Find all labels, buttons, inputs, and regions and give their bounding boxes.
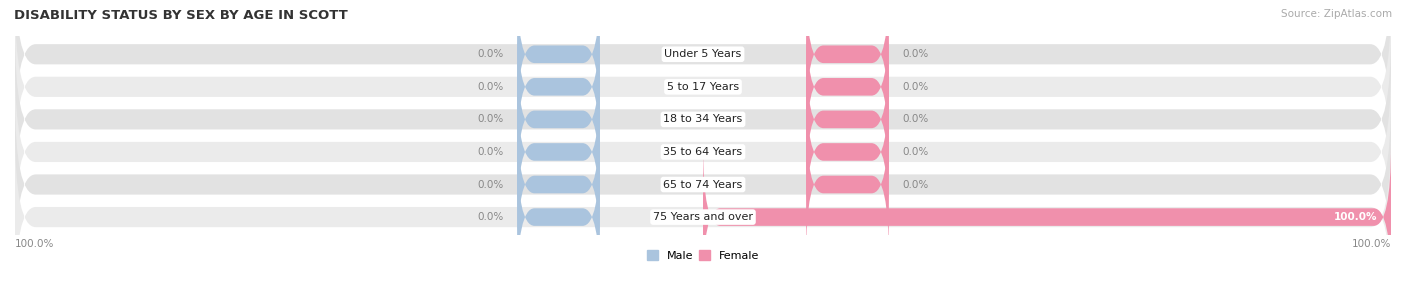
Text: DISABILITY STATUS BY SEX BY AGE IN SCOTT: DISABILITY STATUS BY SEX BY AGE IN SCOTT xyxy=(14,9,347,22)
FancyBboxPatch shape xyxy=(15,97,1391,272)
Text: 18 to 34 Years: 18 to 34 Years xyxy=(664,114,742,124)
Text: 0.0%: 0.0% xyxy=(477,49,503,59)
Text: 75 Years and over: 75 Years and over xyxy=(652,212,754,222)
Text: 0.0%: 0.0% xyxy=(903,114,929,124)
Text: 5 to 17 Years: 5 to 17 Years xyxy=(666,82,740,92)
FancyBboxPatch shape xyxy=(517,145,600,290)
FancyBboxPatch shape xyxy=(15,32,1391,207)
FancyBboxPatch shape xyxy=(806,14,889,160)
Text: 100.0%: 100.0% xyxy=(1351,239,1391,249)
Text: 0.0%: 0.0% xyxy=(903,49,929,59)
Text: Source: ZipAtlas.com: Source: ZipAtlas.com xyxy=(1281,9,1392,19)
FancyBboxPatch shape xyxy=(517,112,600,257)
Text: 0.0%: 0.0% xyxy=(477,147,503,157)
FancyBboxPatch shape xyxy=(703,145,1391,290)
Text: 0.0%: 0.0% xyxy=(903,82,929,92)
FancyBboxPatch shape xyxy=(15,130,1391,305)
Text: 65 to 74 Years: 65 to 74 Years xyxy=(664,180,742,189)
Legend: Male, Female: Male, Female xyxy=(643,246,763,265)
FancyBboxPatch shape xyxy=(806,47,889,192)
Text: 100.0%: 100.0% xyxy=(15,239,55,249)
FancyBboxPatch shape xyxy=(15,0,1391,142)
Text: Under 5 Years: Under 5 Years xyxy=(665,49,741,59)
FancyBboxPatch shape xyxy=(15,64,1391,239)
FancyBboxPatch shape xyxy=(806,112,889,257)
FancyBboxPatch shape xyxy=(517,47,600,192)
Text: 0.0%: 0.0% xyxy=(477,82,503,92)
FancyBboxPatch shape xyxy=(517,14,600,160)
FancyBboxPatch shape xyxy=(806,0,889,127)
FancyBboxPatch shape xyxy=(15,0,1391,174)
Text: 100.0%: 100.0% xyxy=(1334,212,1378,222)
FancyBboxPatch shape xyxy=(806,79,889,224)
FancyBboxPatch shape xyxy=(517,79,600,224)
Text: 0.0%: 0.0% xyxy=(477,180,503,189)
Text: 0.0%: 0.0% xyxy=(903,147,929,157)
Text: 0.0%: 0.0% xyxy=(903,180,929,189)
Text: 0.0%: 0.0% xyxy=(477,114,503,124)
Text: 35 to 64 Years: 35 to 64 Years xyxy=(664,147,742,157)
Text: 0.0%: 0.0% xyxy=(477,212,503,222)
FancyBboxPatch shape xyxy=(517,0,600,127)
